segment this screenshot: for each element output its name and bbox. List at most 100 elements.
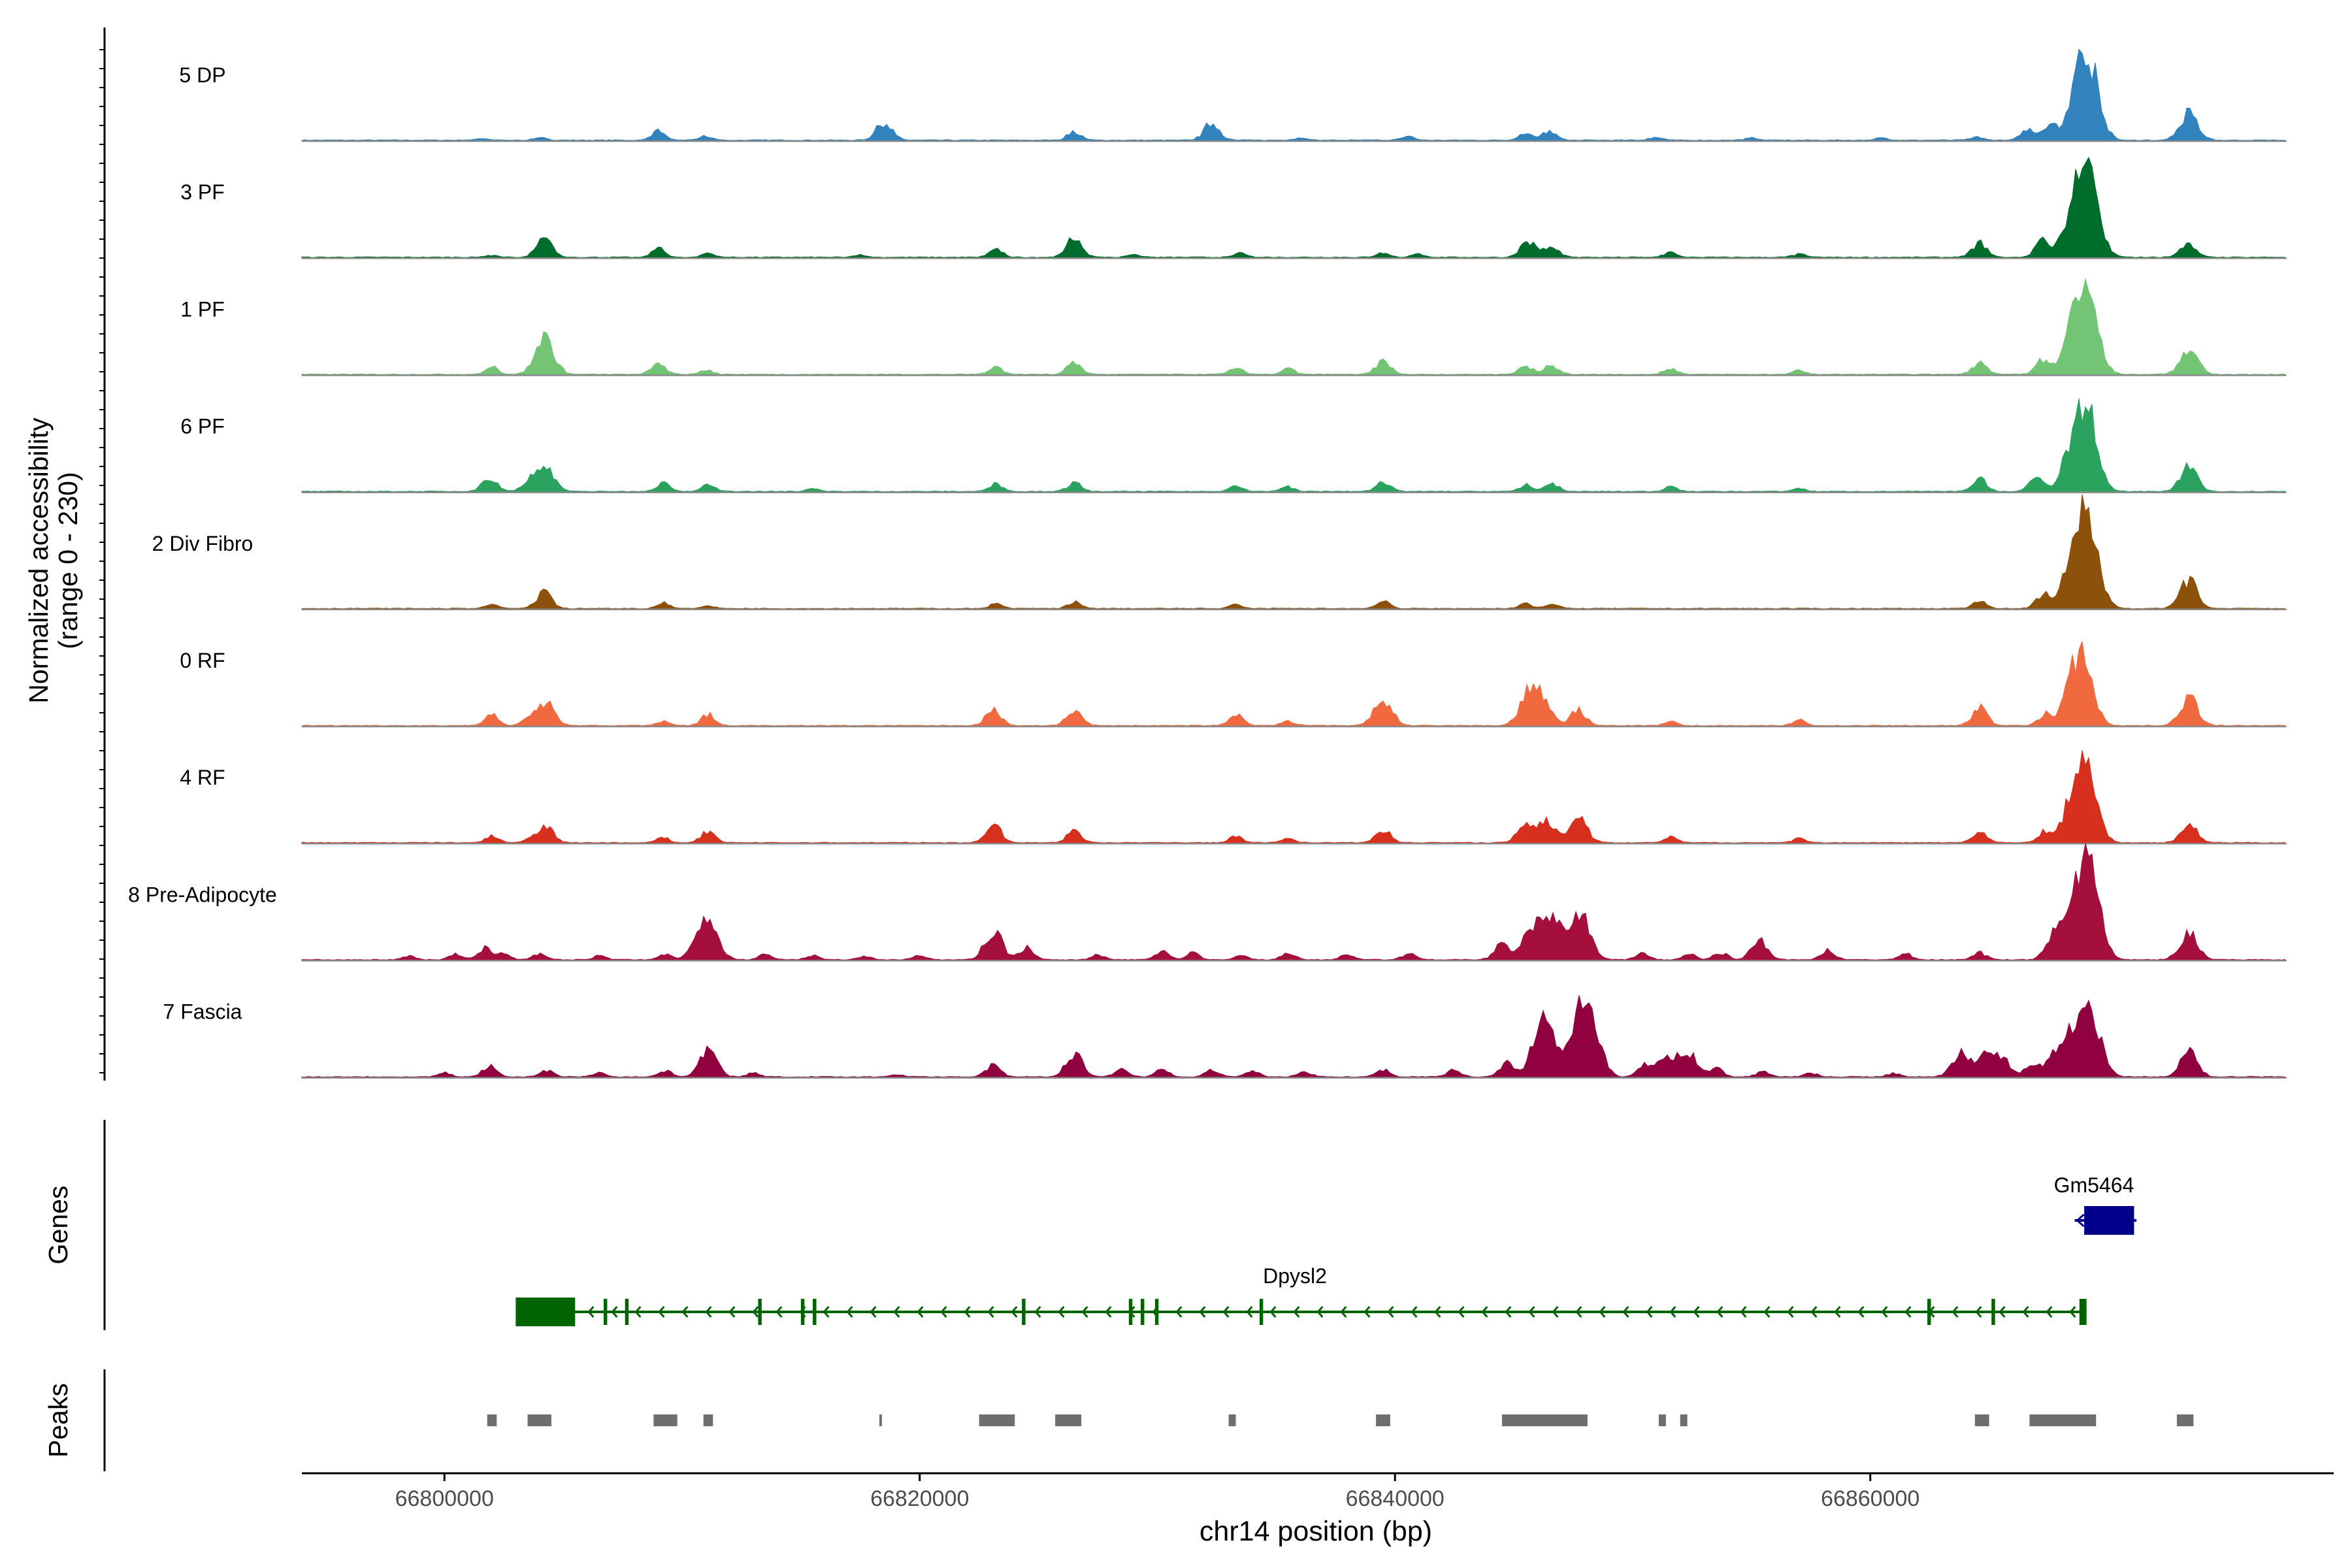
strand-arrow — [2069, 1306, 2076, 1318]
x-axis-title: chr14 position (bp) — [1200, 1516, 1432, 1547]
coverage-tracks: 5 DP 3 PF 1 PF 6 PF 2 Div Fibro 0 RF 4 RF 8 Pre… — [128, 48, 2288, 1079]
track-2-div-fibro: 2 Div Fibro — [152, 494, 2288, 611]
peak-region — [2176, 1414, 2194, 1426]
y-axis-title-line-2: (range 0 - 230) — [53, 472, 83, 649]
track-5-dp: 5 DP — [179, 48, 2288, 142]
peak-region — [879, 1414, 882, 1426]
peaks-track: Peaks — [43, 1369, 2194, 1471]
strand-arrow — [1881, 1306, 1888, 1318]
gene-gm5464: Gm5464 — [2054, 1173, 2137, 1235]
strand-arrow — [2022, 1306, 2029, 1318]
track-label: 6 PF — [180, 415, 225, 438]
strand-arrow — [1458, 1306, 1465, 1318]
strand-arrow — [1669, 1306, 1676, 1318]
track-7-fascia: 7 Fascia — [163, 995, 2288, 1079]
strand-arrow — [1058, 1306, 1065, 1318]
track-8-pre-adipocyte: 8 Pre-Adipocyte — [128, 843, 2287, 962]
strand-arrow — [1904, 1306, 1912, 1318]
strand-arrow — [1599, 1306, 1606, 1318]
exon — [1259, 1299, 1264, 1325]
gene-dpysl2: Dpysl2 — [515, 1264, 2087, 1326]
strand-arrow — [893, 1306, 900, 1318]
track-label: 3 PF — [180, 180, 225, 204]
exon — [2084, 1206, 2134, 1235]
strand-arrow — [846, 1306, 853, 1318]
peak-region — [703, 1414, 713, 1426]
coverage-area — [301, 494, 2288, 610]
peak-region — [1228, 1414, 1236, 1426]
track-label: 8 Pre-Adipocyte — [128, 883, 277, 906]
peaks-track-label: Peaks — [43, 1383, 73, 1458]
strand-arrow — [1434, 1306, 1441, 1318]
strand-arrow — [1834, 1306, 1841, 1318]
exon — [1022, 1299, 1026, 1325]
track-label: 1 PF — [180, 297, 225, 321]
strand-arrow — [870, 1306, 877, 1318]
strand-arrow — [917, 1306, 924, 1318]
x-tick-label: 66840000 — [1346, 1486, 1445, 1511]
strand-arrow — [1740, 1306, 1747, 1318]
strand-arrow — [1763, 1306, 1771, 1318]
exon — [515, 1298, 576, 1326]
strand-arrow — [987, 1306, 994, 1318]
strand-arrow — [1505, 1306, 1512, 1318]
track-label: 2 Div Fibro — [152, 532, 253, 555]
strand-arrow — [1999, 1306, 2006, 1318]
strand-arrow — [1293, 1306, 1300, 1318]
strand-arrow — [1787, 1306, 1794, 1318]
strand-arrow — [1081, 1306, 1088, 1318]
x-tick-label: 66800000 — [395, 1486, 494, 1511]
exon — [758, 1299, 762, 1325]
gene-label: Gm5464 — [2054, 1173, 2134, 1197]
exon — [1991, 1299, 1995, 1325]
coverage-area — [301, 750, 2287, 844]
peak-region — [653, 1414, 678, 1426]
peak-region — [1055, 1414, 1082, 1426]
coverage-area — [301, 398, 2287, 493]
strand-arrow — [1199, 1306, 1206, 1318]
strand-arrow — [1316, 1306, 1324, 1318]
coverage-area — [301, 48, 2288, 142]
track-4-rf: 4 RF — [180, 750, 2287, 845]
strand-arrow — [1716, 1306, 1723, 1318]
strand-arrow — [1011, 1306, 1018, 1318]
strand-arrow — [1622, 1306, 1629, 1318]
track-3-pf: 3 PF — [180, 156, 2288, 259]
strand-arrow — [634, 1306, 642, 1318]
exon — [1141, 1299, 1145, 1325]
genes-track-label: Genes — [43, 1186, 73, 1265]
track-1-pf: 1 PF — [180, 278, 2287, 376]
strand-arrow — [1528, 1306, 1535, 1318]
peak-region — [979, 1414, 1015, 1426]
exon — [800, 1299, 805, 1325]
strand-arrow — [1269, 1306, 1277, 1318]
exon — [813, 1299, 817, 1325]
strand-arrow — [964, 1306, 971, 1318]
strand-arrow — [1952, 1306, 1959, 1318]
strand-arrow — [728, 1306, 736, 1318]
strand-arrow — [1693, 1306, 1700, 1318]
strand-arrow — [705, 1306, 712, 1318]
strand-arrow — [611, 1306, 618, 1318]
coverage-area — [301, 641, 2287, 727]
coverage-area — [301, 278, 2287, 376]
strand-arrow — [1575, 1306, 1582, 1318]
peak-region — [487, 1414, 497, 1426]
strand-arrow — [1411, 1306, 1418, 1318]
gene-label: Dpysl2 — [1263, 1264, 1327, 1288]
strand-arrow — [776, 1306, 783, 1318]
peak-region — [1376, 1414, 1390, 1426]
strand-arrow — [1340, 1306, 1347, 1318]
peak-region — [1658, 1414, 1666, 1426]
peak-region — [527, 1414, 551, 1426]
strand-arrow — [1857, 1306, 1865, 1318]
track-6-pf: 6 PF — [180, 398, 2287, 493]
accessibility-y-axis — [99, 27, 106, 1081]
track-label: 4 RF — [180, 766, 225, 789]
coverage-area — [301, 156, 2288, 259]
track-label: 7 Fascia — [163, 1000, 242, 1024]
exon — [625, 1299, 629, 1325]
peak-region — [1501, 1414, 1588, 1426]
exon — [1128, 1299, 1133, 1325]
x-tick-label: 66820000 — [870, 1486, 969, 1511]
